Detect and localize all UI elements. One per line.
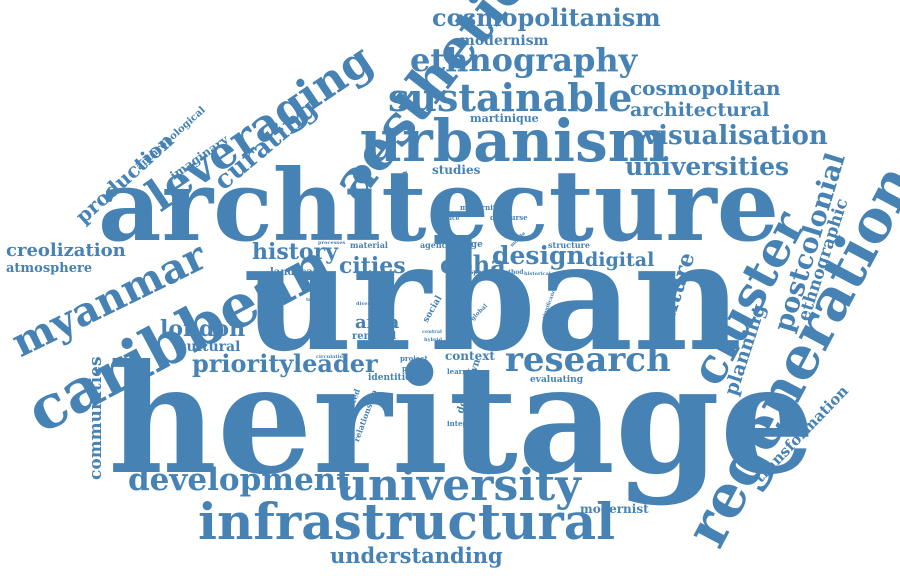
word-discussion: discussion bbox=[566, 271, 596, 277]
word-history: history bbox=[252, 239, 338, 265]
word-landscape: landscape bbox=[270, 267, 327, 278]
word-university: university bbox=[336, 460, 581, 511]
word-cosmopolitanism: cosmopolitanism bbox=[432, 3, 661, 32]
word-learning: learning bbox=[447, 367, 481, 376]
word-cities: cities bbox=[339, 253, 406, 279]
word-architecture: architecture bbox=[98, 149, 780, 264]
word-visualisation: visualisation bbox=[643, 121, 828, 151]
word-space: space bbox=[470, 269, 489, 276]
word-atmosphere: atmosphere bbox=[6, 261, 93, 276]
word-hybrid: hybrid bbox=[424, 337, 443, 343]
word-sustainable: sustainable bbox=[388, 75, 633, 120]
word-creolization: creolization bbox=[6, 240, 126, 261]
word-modernity: modernity bbox=[460, 203, 501, 212]
word-doha: doha bbox=[440, 250, 506, 279]
word-ethnography: ethnography bbox=[410, 41, 638, 79]
word-integrated: integrated bbox=[447, 419, 489, 428]
word-present: present bbox=[402, 364, 432, 373]
word-practice: practice bbox=[432, 215, 460, 222]
word-martinique: martinique bbox=[470, 112, 539, 125]
word-image: image bbox=[452, 240, 483, 250]
word-london: london bbox=[160, 316, 246, 342]
word-agency: agency bbox=[420, 240, 452, 250]
word-area: area bbox=[355, 312, 400, 333]
word-evaluating: evaluating bbox=[530, 375, 583, 385]
word-leader: leader bbox=[293, 349, 378, 378]
word-urbanism: urbanism bbox=[360, 107, 670, 175]
word-cosmopolitan: cosmopolitan bbox=[630, 76, 781, 100]
word-structure: structure bbox=[548, 240, 590, 250]
word-infrastructural: infrastructural bbox=[198, 492, 616, 551]
word-understanding: understanding bbox=[330, 543, 503, 568]
word-digital: digital bbox=[585, 249, 655, 271]
word-context: context bbox=[445, 349, 495, 363]
word-communities: communities bbox=[86, 356, 106, 480]
word-modernist: modernist bbox=[580, 502, 649, 516]
word-method: method bbox=[498, 269, 524, 276]
word-material: material bbox=[350, 240, 388, 250]
word-central: central bbox=[422, 329, 442, 335]
word-priority: priority bbox=[192, 349, 294, 378]
word-renewal: renewal bbox=[352, 331, 397, 342]
word-technical: technical bbox=[306, 297, 332, 303]
word-circulation: circulation bbox=[316, 354, 347, 360]
word-processes: processes bbox=[318, 240, 346, 246]
word-universities: universities bbox=[625, 152, 790, 181]
word-development: development bbox=[128, 462, 351, 498]
word-urban: urban bbox=[243, 209, 743, 385]
word-modernism: modernism bbox=[460, 33, 549, 49]
word-research: research bbox=[505, 340, 671, 380]
word-studies: studies bbox=[432, 163, 481, 177]
word-discourse: discourse bbox=[490, 213, 528, 222]
word-historical: historical bbox=[524, 271, 551, 277]
word-project: project bbox=[400, 354, 428, 363]
word-architectural: architectural bbox=[630, 99, 770, 121]
word-heritage: heritage bbox=[108, 332, 816, 508]
word-cultural: cultural bbox=[178, 339, 241, 355]
word-design: design bbox=[492, 241, 585, 270]
word-diverse: diverse bbox=[356, 301, 377, 307]
word-identities: identities bbox=[368, 373, 416, 383]
word-construction: construction bbox=[399, 170, 409, 228]
